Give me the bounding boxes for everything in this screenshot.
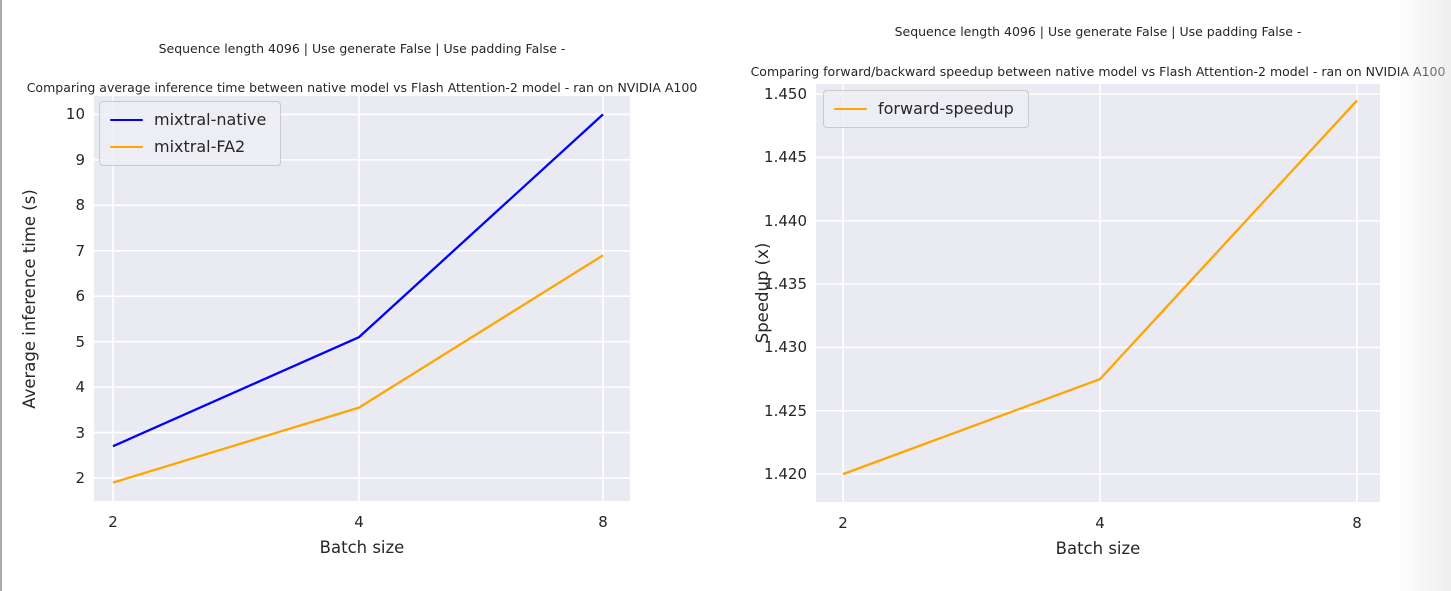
legend-label: mixtral-FA2 [154, 137, 246, 156]
chart-title: Comparing forward/backward speedup betwe… [750, 64, 1446, 79]
right-edge-gradient [1393, 0, 1451, 591]
legend-entry: mixtral-native [110, 108, 266, 132]
chart-suptitle: Sequence length 4096 | Use generate Fals… [158, 41, 566, 56]
legend-line-sample-icon [110, 118, 143, 122]
y-tick-label: 3 [75, 423, 85, 442]
x-axis-label: Batch size [1055, 539, 1141, 558]
left-edge-line [0, 0, 2, 591]
x-tick-label: 4 [354, 513, 364, 531]
y-tick-label: 1.425 [764, 401, 807, 420]
chart-suptitle: Sequence length 4096 | Use generate Fals… [894, 24, 1302, 39]
x-tick-label: 8 [598, 513, 608, 531]
legend-label: forward-speedup [878, 99, 1014, 118]
y-tick-label: 1.435 [764, 275, 807, 294]
y-tick-label: 7 [75, 241, 85, 260]
y-tick-label: 6 [75, 287, 85, 306]
plot-svg [816, 84, 1380, 502]
y-tick-label: 9 [75, 150, 85, 169]
legend-line-sample-icon [834, 107, 867, 111]
y-tick-label: 1.430 [764, 338, 807, 357]
y-tick-label: 1.445 [764, 148, 807, 167]
x-axis-label: Batch size [319, 538, 405, 557]
legend-label: mixtral-native [154, 110, 267, 129]
y-tick-label: 8 [75, 196, 85, 215]
x-tick-label: 2 [108, 513, 118, 531]
plot-svg [94, 96, 630, 501]
x-tick-label: 8 [1352, 514, 1362, 532]
series-line-forward-speedup [842, 99, 1358, 476]
y-tick-label: 1.450 [764, 85, 807, 104]
series-line-mixtral-native [112, 113, 604, 448]
legend-entry: forward-speedup [834, 97, 1014, 121]
series-line-mixtral-FA2 [112, 254, 604, 484]
legend: mixtral-native mixtral-FA2 [99, 101, 282, 166]
legend: forward-speedup [823, 90, 1029, 128]
y-tick-label: 1.420 [764, 465, 807, 484]
chart-title: Comparing average inference time between… [26, 80, 698, 95]
x-tick-label: 4 [1095, 514, 1105, 532]
legend-line-sample-icon [110, 145, 143, 149]
y-tick-label: 2 [75, 469, 85, 488]
plot-area [816, 84, 1380, 502]
x-tick-label: 2 [838, 514, 848, 532]
y-tick-label: 10 [65, 105, 85, 124]
y-tick-label: 1.440 [764, 211, 807, 230]
legend-entry: mixtral-FA2 [110, 135, 266, 159]
y-tick-label: 5 [75, 332, 85, 351]
y-tick-label: 4 [75, 378, 85, 397]
